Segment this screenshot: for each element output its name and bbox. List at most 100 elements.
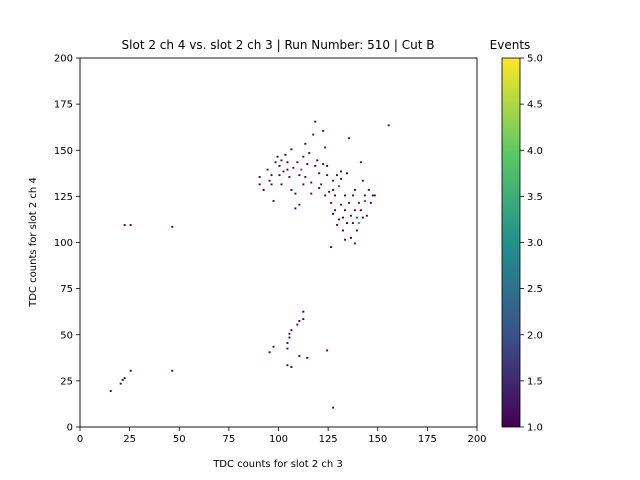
heatmap-bin	[286, 342, 289, 344]
y-axis: 0 25 50 75 100 125 150 175 200	[54, 54, 80, 434]
heatmap-bin	[262, 189, 265, 191]
x-tick-label: 150	[368, 434, 387, 445]
heatmap-bin	[290, 148, 293, 151]
heatmap-bin	[286, 347, 289, 350]
heatmap-bin	[302, 310, 305, 313]
colorbar-tick-label: 5.0	[527, 54, 543, 65]
heatmap-bin	[365, 214, 368, 217]
heatmap-bin	[326, 174, 329, 177]
heatmap-bin	[353, 209, 356, 212]
heatmap-bin	[296, 161, 299, 164]
colorbar-ticks: 1.0 1.5 2.0 2.5 3.0 3.5 4.0 4.5 5.0	[520, 54, 543, 434]
heatmap-bin	[300, 168, 303, 171]
heatmap-bin	[270, 174, 273, 177]
heatmap-bin	[280, 183, 283, 186]
heatmap-bin	[109, 390, 112, 392]
x-tick-label: 25	[123, 434, 136, 445]
heatmap-bin	[312, 133, 315, 136]
heatmap-bin	[286, 168, 289, 171]
heatmap-bin	[322, 163, 325, 166]
heatmap-bin	[302, 183, 305, 186]
heatmap-bin	[276, 155, 279, 158]
heatmap-bin	[336, 224, 339, 226]
heatmap-bin	[357, 201, 360, 204]
heatmap-bin	[332, 179, 335, 182]
heatmap-bin	[338, 218, 341, 221]
bins-layer	[109, 120, 390, 409]
heatmap-bin	[304, 176, 307, 178]
heatmap-bin	[258, 183, 261, 186]
heatmap-bin	[272, 345, 275, 348]
heatmap-bin	[347, 137, 350, 140]
heatmap-bin	[332, 406, 335, 409]
heatmap-bin	[361, 216, 364, 219]
x-tick-label: 200	[467, 434, 486, 445]
x-tick-label: 125	[319, 434, 338, 445]
heatmap-bin	[316, 159, 319, 162]
heatmap-bin	[304, 142, 307, 145]
y-tick-label: 50	[60, 330, 73, 341]
heatmap-bin	[351, 222, 354, 225]
heatmap-bin	[326, 349, 329, 352]
heatmap-bin	[302, 318, 305, 320]
heatmap-bin	[258, 176, 261, 178]
heatmap-bin	[129, 224, 132, 226]
colorbar-tick-label: 4.0	[527, 146, 543, 157]
heatmap-bin	[296, 323, 299, 326]
heatmap-bin	[322, 129, 325, 132]
heatmap-bin	[290, 329, 293, 332]
heatmap-bin	[123, 377, 126, 380]
colorbar-gradient	[501, 57, 521, 428]
heatmap-bin	[330, 201, 333, 204]
y-tick-label: 75	[60, 284, 73, 295]
y-tick-label: 25	[60, 376, 73, 387]
heatmap-bin	[355, 216, 358, 219]
heatmap-bin	[340, 177, 343, 180]
heatmap-bin	[286, 161, 289, 164]
colorbar-tick-label: 1.0	[527, 423, 543, 434]
heatmap-bin	[284, 153, 287, 156]
heatmap-bin	[294, 207, 297, 210]
x-tick-label: 175	[418, 434, 437, 445]
heatmap-bin	[314, 120, 317, 123]
heatmap-bin	[288, 176, 291, 178]
heatmap-bin	[121, 379, 124, 381]
y-tick-label: 0	[67, 423, 73, 434]
heatmap-bin	[363, 194, 366, 197]
heatmap-bin	[310, 192, 313, 195]
y-tick-label: 200	[54, 54, 73, 65]
heatmap-bin	[288, 332, 291, 335]
heatmap-bin	[268, 179, 271, 182]
heatmap-bin	[324, 146, 327, 149]
heatmap-bin	[294, 192, 297, 195]
heatmap-bin	[308, 152, 311, 154]
heatmap-bin	[266, 168, 269, 171]
heatmap-bin	[278, 174, 281, 177]
heatmap-bin	[123, 224, 126, 226]
heatmap-bin	[332, 189, 335, 191]
heatmap-bin	[306, 163, 309, 166]
heatmap-bin	[268, 351, 271, 354]
heatmap-bin	[340, 170, 343, 173]
heatmap-bin	[363, 200, 366, 202]
heatmap-bin	[278, 165, 281, 167]
heatmap-bin	[318, 172, 321, 175]
x-tick-label: 75	[223, 434, 236, 445]
heatmap-bin	[361, 179, 364, 182]
colorbar-tick-label: 3.0	[527, 238, 543, 249]
colorbar: 1.0 1.5 2.0 2.5 3.0 3.5 4.0 4.5 5.0 Events	[490, 38, 543, 434]
colorbar-label: Events	[490, 38, 531, 52]
heatmap-bin	[344, 194, 346, 197]
colorbar-tick-label: 3.5	[527, 192, 543, 203]
heatmap-bin	[318, 187, 321, 189]
heatmap-bin	[298, 203, 301, 206]
heatmap-bin	[292, 166, 295, 169]
heatmap-bin	[171, 225, 174, 228]
colorbar-tick-label: 2.5	[527, 284, 543, 295]
heatmap-bin	[359, 209, 362, 212]
heatmap-bin	[282, 170, 285, 173]
heatmap-bin	[290, 189, 293, 191]
heatmap-bin	[344, 238, 346, 241]
heatmap-bin	[338, 185, 341, 188]
